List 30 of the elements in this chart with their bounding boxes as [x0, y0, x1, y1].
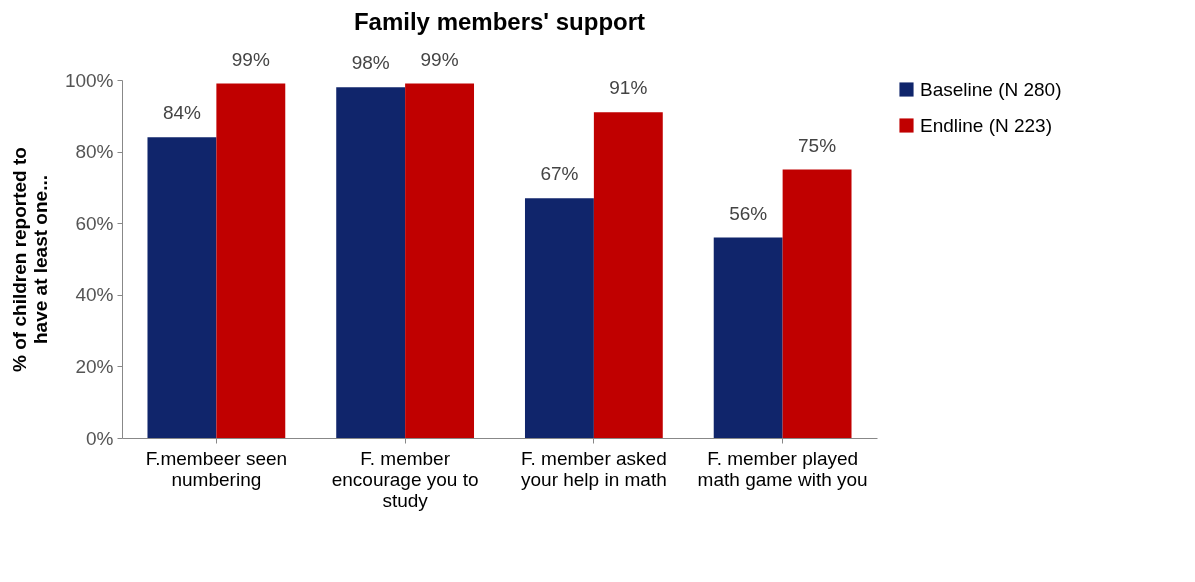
bar — [593, 112, 663, 438]
data-label: 84% — [162, 102, 202, 124]
y-tick-label: 0% — [86, 427, 114, 449]
bar — [336, 87, 406, 438]
x-tick-label: F. member encourage you to study — [331, 447, 479, 511]
data-label: 98% — [351, 52, 390, 74]
x-tick-label: F. member asked your help in math — [521, 447, 667, 490]
y-tick-label: 100% — [64, 69, 114, 91]
y-tick-label: 20% — [75, 355, 114, 377]
data-label: 75% — [798, 134, 837, 156]
y-axis-title: % of children reported to have at least one... — [8, 147, 51, 372]
legend-label: Endline (N 223) — [920, 114, 1053, 136]
bar — [216, 83, 286, 438]
data-label: 56% — [729, 202, 768, 224]
data-label: 99% — [420, 48, 459, 70]
y-tick-label: 80% — [75, 141, 114, 163]
chart-title: Family members' support — [353, 7, 646, 35]
bar — [147, 137, 217, 438]
data-label: 99% — [231, 48, 270, 70]
bar — [405, 83, 475, 438]
bar — [782, 169, 852, 438]
bar — [713, 237, 783, 438]
y-tick-label: 60% — [75, 212, 114, 234]
x-tick-label: F. member played math game with you — [697, 447, 868, 490]
bar — [524, 198, 594, 438]
data-label: 67% — [540, 163, 579, 185]
x-tick-label: F.membeer seen numbering — [145, 447, 288, 490]
y-tick-label: 40% — [75, 284, 114, 306]
data-label: 91% — [609, 77, 648, 99]
legend-label: Baseline (N 280) — [920, 78, 1062, 100]
